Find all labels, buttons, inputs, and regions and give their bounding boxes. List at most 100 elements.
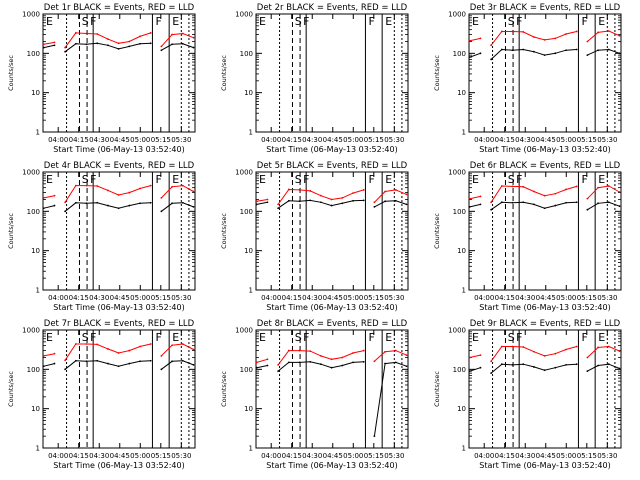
data-point	[586, 40, 589, 43]
y-tick-label: 1000	[448, 169, 466, 177]
y-tick-label: 10	[31, 247, 40, 255]
data-point	[533, 190, 535, 193]
event-marker-label: F	[516, 173, 522, 186]
data-point	[107, 38, 109, 41]
chart-panel-1: Det 1r BLACK = Events, RED = LLD 1 10 100 10…	[7, 3, 196, 154]
x-tick-label: 04:00	[48, 136, 68, 144]
x-tick-label: 05:30	[171, 136, 191, 144]
data-point	[287, 361, 290, 364]
event-marker-label: S	[295, 173, 302, 186]
x-tick-label: 04:30	[302, 136, 322, 144]
data-point	[42, 354, 45, 357]
y-tick-label: 1	[36, 445, 40, 453]
data-point	[96, 343, 99, 346]
event-marker-label: F	[368, 173, 374, 186]
data-point	[53, 352, 56, 355]
data-point	[85, 184, 88, 187]
y-tick-label: 1000	[22, 11, 40, 19]
data-point	[468, 39, 471, 42]
data-point	[117, 207, 120, 210]
data-point	[479, 354, 482, 357]
x-tick-label: 05:15	[577, 294, 597, 302]
y-tick-label: 1	[462, 445, 466, 453]
y-axis-label: Counts/sec	[7, 213, 15, 249]
data-point	[597, 186, 599, 189]
y-tick-label: 10	[457, 405, 466, 413]
chart-title: Det 2r BLACK = Events, RED = LLD	[257, 3, 408, 13]
chart-title: Det 7r BLACK = Events, RED = LLD	[44, 319, 195, 329]
data-point	[597, 202, 599, 205]
data-point	[586, 54, 589, 57]
x-tick-label: 05:30	[384, 136, 404, 144]
y-tick-label: 1000	[22, 169, 40, 177]
plot-frame	[255, 171, 409, 291]
x-tick-label: 04:30	[302, 294, 322, 302]
data-point	[373, 201, 376, 204]
data-point	[362, 189, 365, 191]
data-point	[597, 346, 599, 349]
data-point	[181, 42, 184, 45]
event-marker-label: F	[368, 15, 374, 28]
data-point	[117, 42, 120, 45]
x-tick-label: 04:15	[282, 452, 302, 460]
data-point	[533, 350, 535, 353]
event-marker-label: F	[581, 173, 587, 186]
data-point	[42, 46, 45, 49]
x-tick-label: 04:15	[69, 452, 89, 460]
y-tick-label: 1000	[235, 169, 253, 177]
data-point	[96, 201, 99, 204]
x-tick-label: 04:00	[48, 452, 68, 460]
data-point	[373, 360, 376, 363]
x-tick-label: 05:00	[130, 136, 150, 144]
y-axis-label: Counts/sec	[220, 213, 228, 249]
data-point	[298, 200, 301, 203]
x-tick-label: 04:30	[89, 136, 109, 144]
series-line	[469, 345, 620, 362]
x-tick-label: 05:00	[130, 294, 150, 302]
data-point	[139, 187, 141, 190]
y-axis-label: Counts/sec	[7, 55, 15, 91]
data-point	[565, 33, 567, 35]
x-tick-label: 04:00	[261, 452, 281, 460]
event-marker-label: F	[303, 15, 309, 28]
data-point	[192, 46, 195, 49]
plot-frame	[42, 13, 196, 133]
data-point	[298, 349, 301, 352]
event-marker-label: E	[472, 173, 479, 186]
data-point	[352, 352, 354, 354]
data-point	[543, 369, 546, 372]
event-marker-label: E	[385, 173, 392, 186]
y-axis-label: Counts/sec	[433, 213, 441, 249]
data-point	[171, 33, 173, 36]
data-point	[511, 30, 514, 33]
data-point	[192, 363, 195, 366]
data-point	[554, 37, 557, 40]
x-axis-label: Start Time (06-May-13 03:52:40)	[479, 461, 610, 470]
chart-title: Det 8r BLACK = Events, RED = LLD	[257, 319, 408, 329]
event-marker-label: E	[385, 331, 392, 344]
event-marker-label: F	[90, 331, 96, 344]
event-marker-label: E	[259, 15, 266, 28]
data-point	[522, 31, 525, 33]
data-point	[575, 30, 578, 33]
event-marker-label: F	[90, 15, 96, 28]
x-tick-label: 05:00	[556, 452, 576, 460]
data-point	[565, 201, 567, 204]
data-point	[607, 345, 610, 348]
data-point	[394, 361, 397, 364]
event-marker-label: S	[508, 15, 515, 28]
data-point	[575, 363, 578, 366]
data-point	[42, 43, 45, 46]
data-point	[117, 352, 120, 354]
event-marker-label: S	[82, 331, 89, 344]
data-point	[352, 192, 354, 195]
x-tick-label: 05:15	[364, 136, 384, 144]
data-point	[554, 204, 557, 207]
data-point	[277, 370, 280, 373]
data-point	[586, 208, 589, 211]
y-tick-label: 100	[240, 208, 253, 216]
y-tick-label: 1	[249, 445, 253, 453]
data-point	[128, 204, 131, 207]
data-point	[160, 368, 163, 371]
data-point	[277, 207, 280, 210]
